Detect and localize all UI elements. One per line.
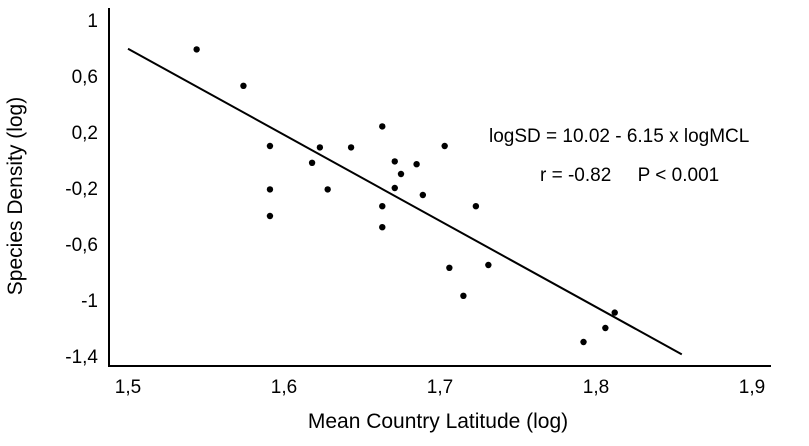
x-axis-title: Mean Country Latitude (log) (308, 410, 568, 433)
x-tick-label: 1,7 (427, 377, 453, 398)
data-point (347, 144, 355, 151)
y-tick-label: -0,2 (65, 179, 98, 200)
data-point (446, 264, 453, 271)
x-tick-labels: 1,5 1,6 1,7 1,8 1,9 (115, 377, 765, 398)
regression-line-group (127, 47, 683, 356)
data-point (413, 161, 420, 168)
data-point (266, 212, 274, 220)
x-tick-label: 1,9 (739, 377, 765, 398)
data-point (391, 158, 398, 165)
y-axis-title: Species Density (log) (4, 97, 27, 295)
data-points (193, 46, 618, 346)
x-tick-label: 1,8 (583, 377, 609, 398)
data-point (266, 142, 274, 150)
y-tick-label: 0,2 (72, 123, 98, 144)
y-tick-labels: 1 0,6 0,2 -0,2 -0,6 -1 -1,4 (65, 11, 98, 368)
data-point (379, 224, 386, 231)
plot-area (108, 8, 771, 367)
regression-stats: r = -0.82 P < 0.001 (540, 165, 719, 186)
data-point (266, 186, 274, 193)
data-point (611, 309, 618, 316)
data-point (316, 144, 324, 151)
data-point (379, 203, 386, 210)
data-point (324, 186, 331, 193)
data-point (240, 82, 247, 90)
data-point (485, 261, 492, 269)
x-tick-label: 1,5 (115, 377, 141, 398)
data-point (460, 292, 467, 299)
regression-line (127, 47, 683, 356)
y-tick-label: -1,4 (65, 347, 98, 368)
data-point (472, 203, 480, 210)
data-point (397, 170, 405, 178)
data-point (602, 324, 609, 332)
data-point (580, 338, 587, 346)
x-tick-label: 1,6 (271, 377, 297, 398)
y-tick-label: -0,6 (65, 235, 98, 256)
data-point (308, 159, 316, 166)
y-tick-label: 1 (87, 11, 98, 32)
data-point (379, 123, 386, 130)
data-point (441, 142, 448, 150)
data-point (419, 191, 427, 199)
data-point (193, 46, 200, 53)
data-point (391, 184, 398, 192)
regression-equation: logSD = 10.02 - 6.15 x logMCL (489, 126, 749, 147)
y-tick-label: 0,6 (72, 67, 98, 88)
y-tick-label: -1 (81, 291, 98, 312)
